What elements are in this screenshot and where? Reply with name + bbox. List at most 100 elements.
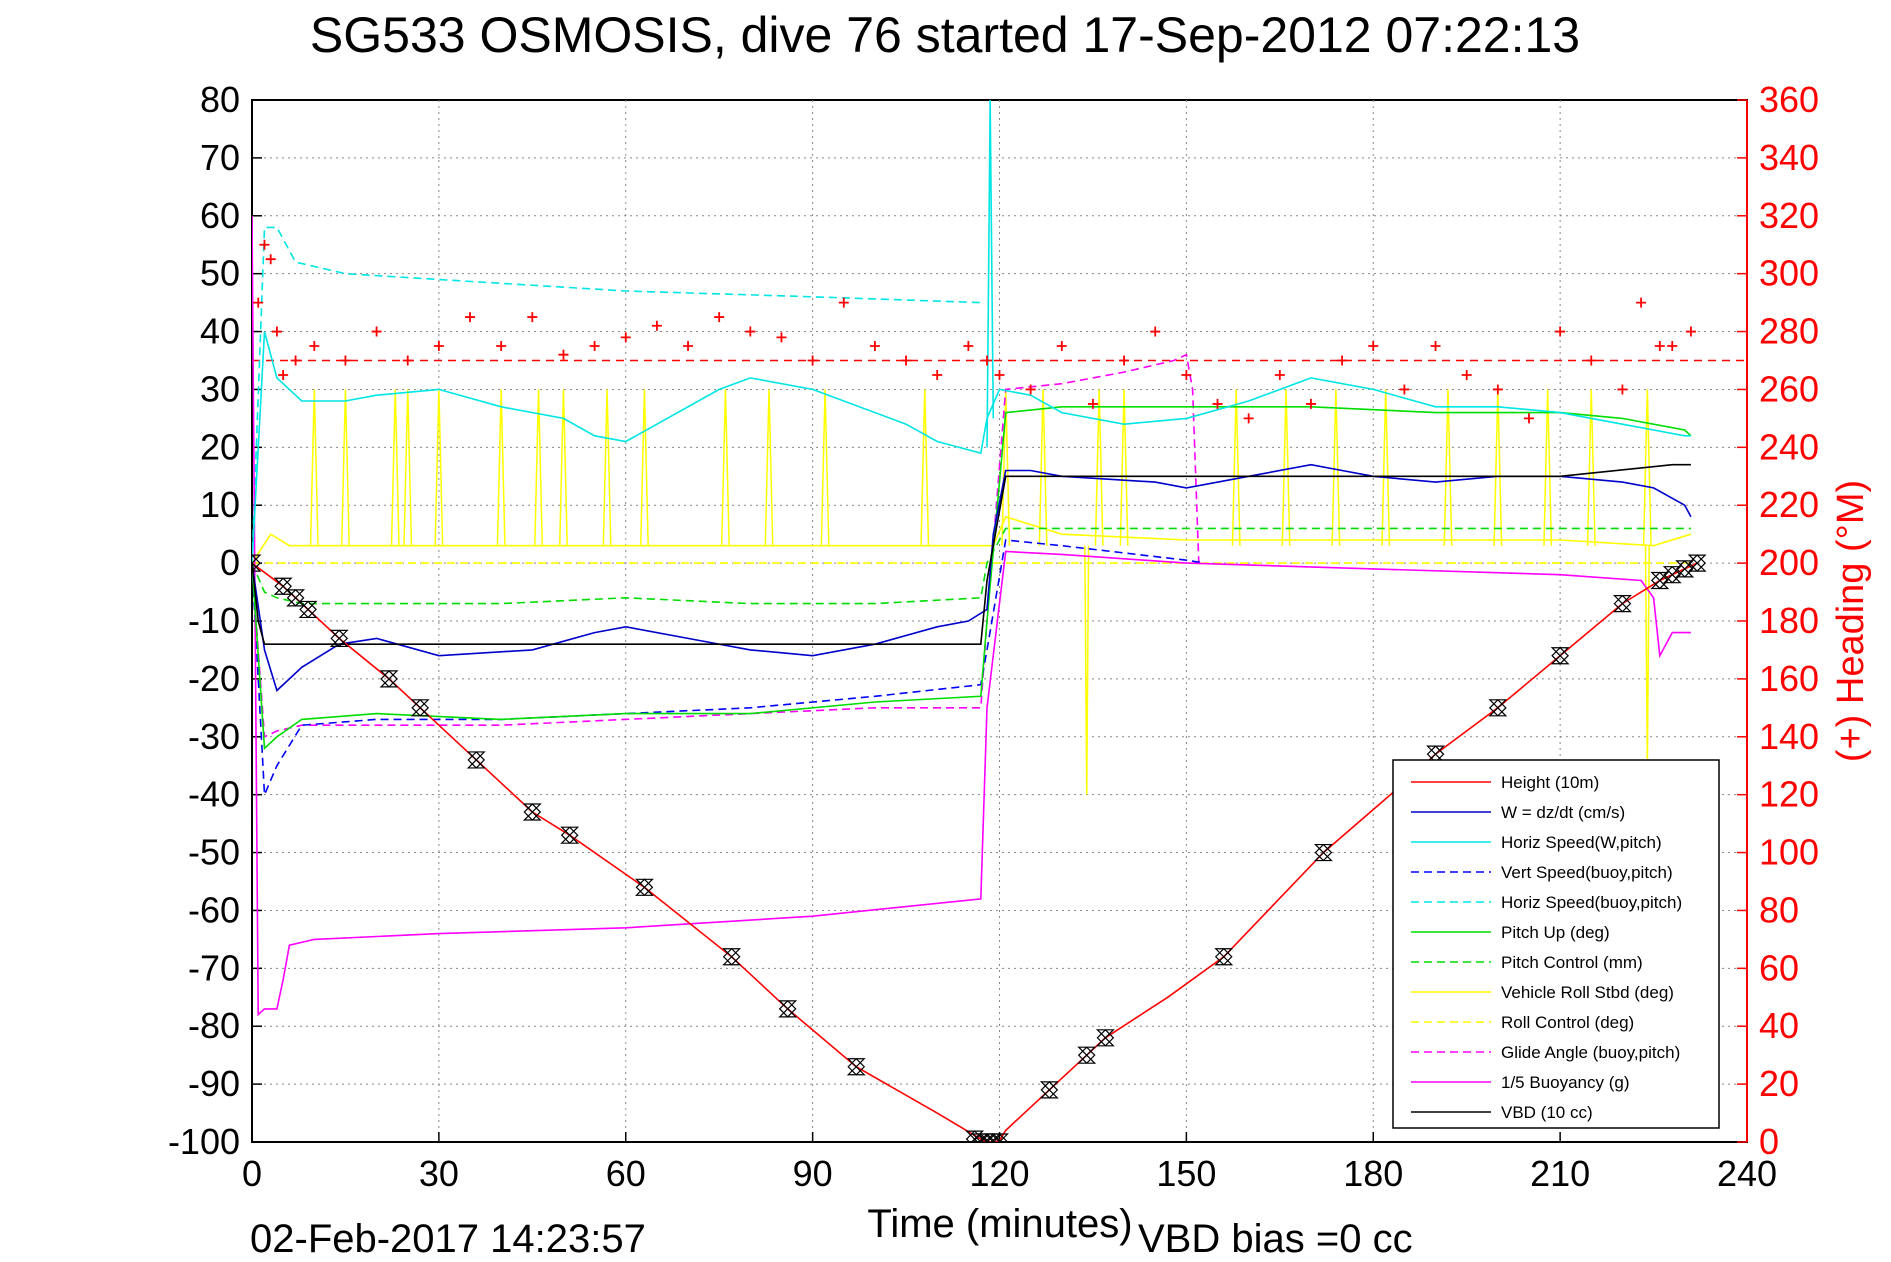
y-tick-label-right: 100	[1759, 832, 1819, 873]
heading-marker	[982, 355, 993, 366]
series-line-horiz-speed	[252, 331, 1691, 564]
y-tick-label-left: -70	[188, 947, 240, 988]
x-tick-label: 60	[606, 1153, 646, 1194]
roll-spike	[1443, 389, 1453, 546]
roll-spike	[496, 389, 506, 546]
heading-marker	[1274, 369, 1285, 380]
heading-marker	[371, 326, 382, 337]
y-tick-label-left: -100	[168, 1121, 240, 1162]
depth-marker	[1077, 1046, 1097, 1065]
depth-marker	[286, 588, 306, 607]
heading-marker	[496, 341, 507, 352]
heading-marker	[963, 341, 974, 352]
series-line-roll	[252, 515, 1692, 564]
roll-spike	[1331, 389, 1341, 546]
heading-marker	[259, 239, 270, 250]
depth-marker	[1675, 560, 1695, 578]
heading-marker	[869, 341, 880, 352]
y-tick-label-right: 200	[1759, 542, 1819, 583]
heading-marker	[340, 355, 351, 366]
heading-marker	[745, 326, 756, 337]
depth-marker	[1550, 646, 1570, 665]
roll-spike	[403, 389, 413, 546]
legend-label: VBD (10 cc)	[1501, 1103, 1593, 1122]
y-tick-label-right: 80	[1759, 889, 1799, 930]
y-tick-label-left: -80	[188, 1005, 240, 1046]
heading-marker	[683, 341, 694, 352]
y-tick-label-right: 120	[1759, 774, 1819, 815]
y-tick-label-left: 60	[200, 195, 240, 236]
legend-label: Vert Speed(buoy,pitch)	[1501, 863, 1673, 882]
heading-marker	[1492, 384, 1503, 395]
heading-marker	[253, 297, 264, 308]
depth-marker	[1612, 594, 1632, 613]
roll-spike	[1381, 389, 1391, 546]
legend-label: Pitch Control (mm)	[1501, 953, 1643, 972]
heading-marker	[620, 332, 631, 343]
series-line-vert-speed-buoy	[252, 539, 1206, 796]
heading-marker	[309, 341, 320, 352]
legend: Height (10m) W = dz/dt (cm/s) Horiz Speed(…	[1392, 759, 1720, 1129]
x-tick-labels: 0 30 60 90 120 150 180 210 240	[242, 1153, 1777, 1194]
heading-marker	[433, 341, 444, 352]
y-tick-label-left: 10	[200, 484, 240, 525]
depth-marker	[252, 554, 262, 572]
y-tick-label-left: 30	[200, 368, 240, 409]
heading-marker	[1368, 341, 1379, 352]
x-tick-label: 30	[419, 1153, 459, 1194]
x-tick-label: 180	[1343, 1153, 1403, 1194]
heading-marker	[290, 355, 301, 366]
heading-marker	[932, 369, 943, 380]
heading-marker	[1555, 326, 1566, 337]
heading-marker	[1617, 384, 1628, 395]
legend-label: Vehicle Roll Stbd (deg)	[1501, 983, 1674, 1002]
x-tick-label: 120	[969, 1153, 1029, 1194]
heading-marker	[776, 332, 787, 343]
roll-spike	[1119, 389, 1129, 546]
y-tick-label-left: -10	[188, 600, 240, 641]
x-axis-label: Time (minutes)	[867, 1202, 1132, 1246]
y-tick-label-left: 0	[220, 542, 240, 583]
roll-spike	[534, 389, 544, 546]
y-tick-label-left: 40	[200, 311, 240, 352]
vbd-bias-footer: VBD bias =0 cc	[1138, 1217, 1413, 1261]
right-axis-label: (+) Heading (°M)	[1830, 480, 1872, 762]
heading-marker	[265, 254, 276, 265]
series-line-buoyancy	[252, 215, 1691, 1017]
y-tick-label-left: 70	[200, 137, 240, 178]
legend-box	[1392, 759, 1720, 1129]
y-tick-label-left: -30	[188, 716, 240, 757]
y-tick-label-right: 60	[1759, 947, 1799, 988]
y-tick-label-left: -20	[188, 658, 240, 699]
depth-marker	[298, 600, 318, 619]
heading-marker	[465, 312, 476, 323]
roll-spike	[602, 389, 612, 546]
roll-spike	[1281, 389, 1291, 546]
y-tick-label-left: 20	[200, 426, 240, 467]
y-tick-label-left: -50	[188, 832, 240, 873]
heading-marker	[1337, 355, 1348, 366]
depth-marker	[273, 577, 293, 596]
heading-marker	[1056, 341, 1067, 352]
heading-marker	[278, 369, 289, 380]
y-tick-label-right: 180	[1759, 600, 1819, 641]
x-tick-label: 150	[1156, 1153, 1216, 1194]
heading-marker	[1430, 341, 1441, 352]
depth-marker	[1650, 571, 1670, 590]
horiz-speed-spike	[986, 100, 995, 448]
x-tick-label: 0	[242, 1153, 262, 1194]
heading-marker	[901, 355, 912, 366]
roll-spike	[720, 389, 730, 546]
heading-marker	[1305, 398, 1316, 409]
depth-marker	[522, 803, 542, 821]
y-tick-label-right: 40	[1759, 1005, 1799, 1046]
legend-label: Height (10m)	[1501, 773, 1599, 792]
legend-label: Horiz Speed(W,pitch)	[1501, 833, 1662, 852]
roll-spike	[764, 389, 774, 546]
y-tick-label-right: 300	[1759, 253, 1819, 294]
depth-marker	[1488, 698, 1508, 717]
plot-area	[252, 100, 1747, 1142]
roll-spike	[920, 389, 930, 546]
roll-spike	[639, 389, 649, 546]
y-tick-label-left: 50	[200, 253, 240, 294]
